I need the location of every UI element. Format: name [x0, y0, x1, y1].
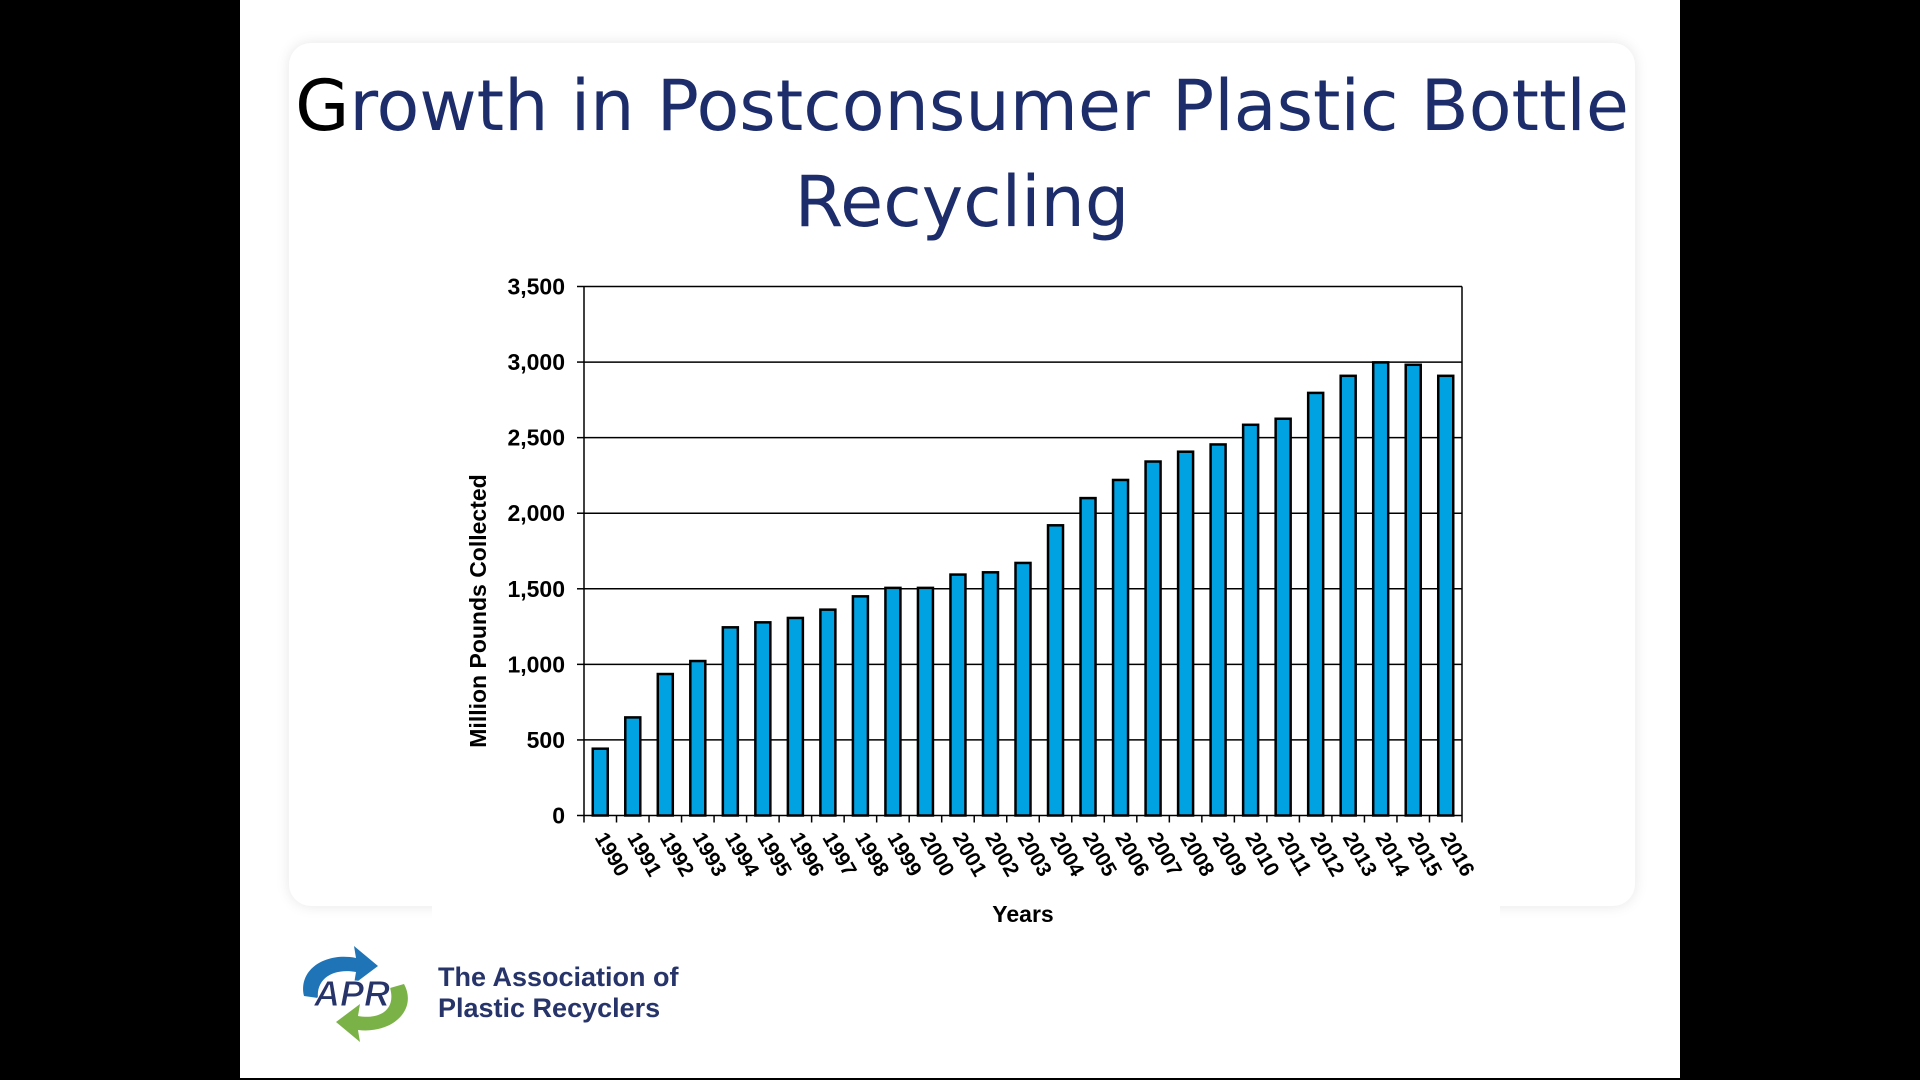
- x-tick-label: 1996: [785, 829, 828, 881]
- bar-2011: [1274, 417, 1292, 817]
- x-tick-label: 2011: [1273, 829, 1316, 880]
- bar-1998: [851, 595, 870, 817]
- bar-2007: [1144, 460, 1162, 817]
- x-tick-label: 1997: [818, 829, 861, 881]
- bar-1990: [591, 747, 610, 817]
- bar-2005: [1079, 496, 1097, 817]
- bar-2015: [1404, 363, 1422, 817]
- bar-1995: [754, 621, 772, 817]
- y-tick-label: 1,500: [507, 576, 565, 602]
- x-tick-label: 2012: [1305, 829, 1348, 881]
- y-axis-title: Million Pounds Collected: [465, 474, 491, 747]
- y-tick-label: 2,000: [507, 500, 565, 526]
- x-tick-label: 2016: [1435, 829, 1478, 881]
- y-tick-label: 3,500: [507, 274, 565, 300]
- bar-2009: [1209, 443, 1227, 817]
- bar-2008: [1176, 450, 1195, 817]
- x-tick-label: 2010: [1240, 829, 1283, 881]
- x-tick-label: 2007: [1143, 829, 1186, 881]
- x-tick-label: 1999: [883, 829, 926, 881]
- title-line-2: Recycling: [794, 161, 1130, 243]
- bar-1997: [819, 608, 837, 817]
- x-axis-title: Years: [992, 901, 1053, 927]
- x-tick-label: 2000: [915, 829, 958, 881]
- x-tick-label: 1992: [655, 829, 698, 881]
- bar-1999: [884, 586, 902, 817]
- bar-1991: [624, 716, 642, 817]
- bar-2014: [1371, 361, 1390, 817]
- bar-2002: [981, 571, 1000, 817]
- bar-2012: [1306, 391, 1325, 817]
- y-tick-label: 0: [552, 803, 565, 829]
- y-tick-label: 2,500: [507, 425, 565, 451]
- y-tick-label: 3,000: [507, 349, 565, 375]
- bar-1996: [786, 616, 805, 817]
- bar-2006: [1111, 478, 1130, 817]
- bar-2001: [949, 573, 967, 817]
- bar-1993: [689, 659, 707, 817]
- bar-2003: [1014, 561, 1032, 817]
- bar-2004: [1046, 524, 1065, 817]
- apr-logo: APR: [303, 946, 408, 1042]
- title-line-1: Growth in Postconsumer Plastic Bottle: [295, 65, 1629, 147]
- bar-1994: [721, 626, 740, 817]
- x-tick-label: 2006: [1110, 829, 1153, 881]
- y-tick-label: 1,000: [507, 651, 565, 677]
- x-tick-label: 2002: [980, 829, 1023, 881]
- bar-2000: [916, 586, 935, 817]
- bar-2010: [1241, 423, 1260, 817]
- bar-2013: [1339, 374, 1357, 817]
- org-line-2: Plastic Recyclers: [438, 993, 661, 1023]
- svg-text:APR: APR: [313, 973, 390, 1014]
- slide-title: Growth in Postconsumer Plastic Bottle Re…: [289, 58, 1635, 250]
- bar-2016: [1436, 374, 1455, 817]
- y-tick-label: 500: [527, 727, 565, 753]
- x-tick-label: 2003: [1013, 829, 1056, 881]
- organization-name: The Association of Plastic Recyclers: [438, 962, 679, 1024]
- x-tick-label: 1990: [590, 829, 633, 881]
- x-tick-label: 2009: [1208, 829, 1251, 881]
- bar-1992: [656, 672, 675, 817]
- org-line-1: The Association of: [438, 962, 679, 992]
- x-tick-label: 2013: [1338, 829, 1381, 881]
- x-tick-label: 1993: [687, 829, 730, 881]
